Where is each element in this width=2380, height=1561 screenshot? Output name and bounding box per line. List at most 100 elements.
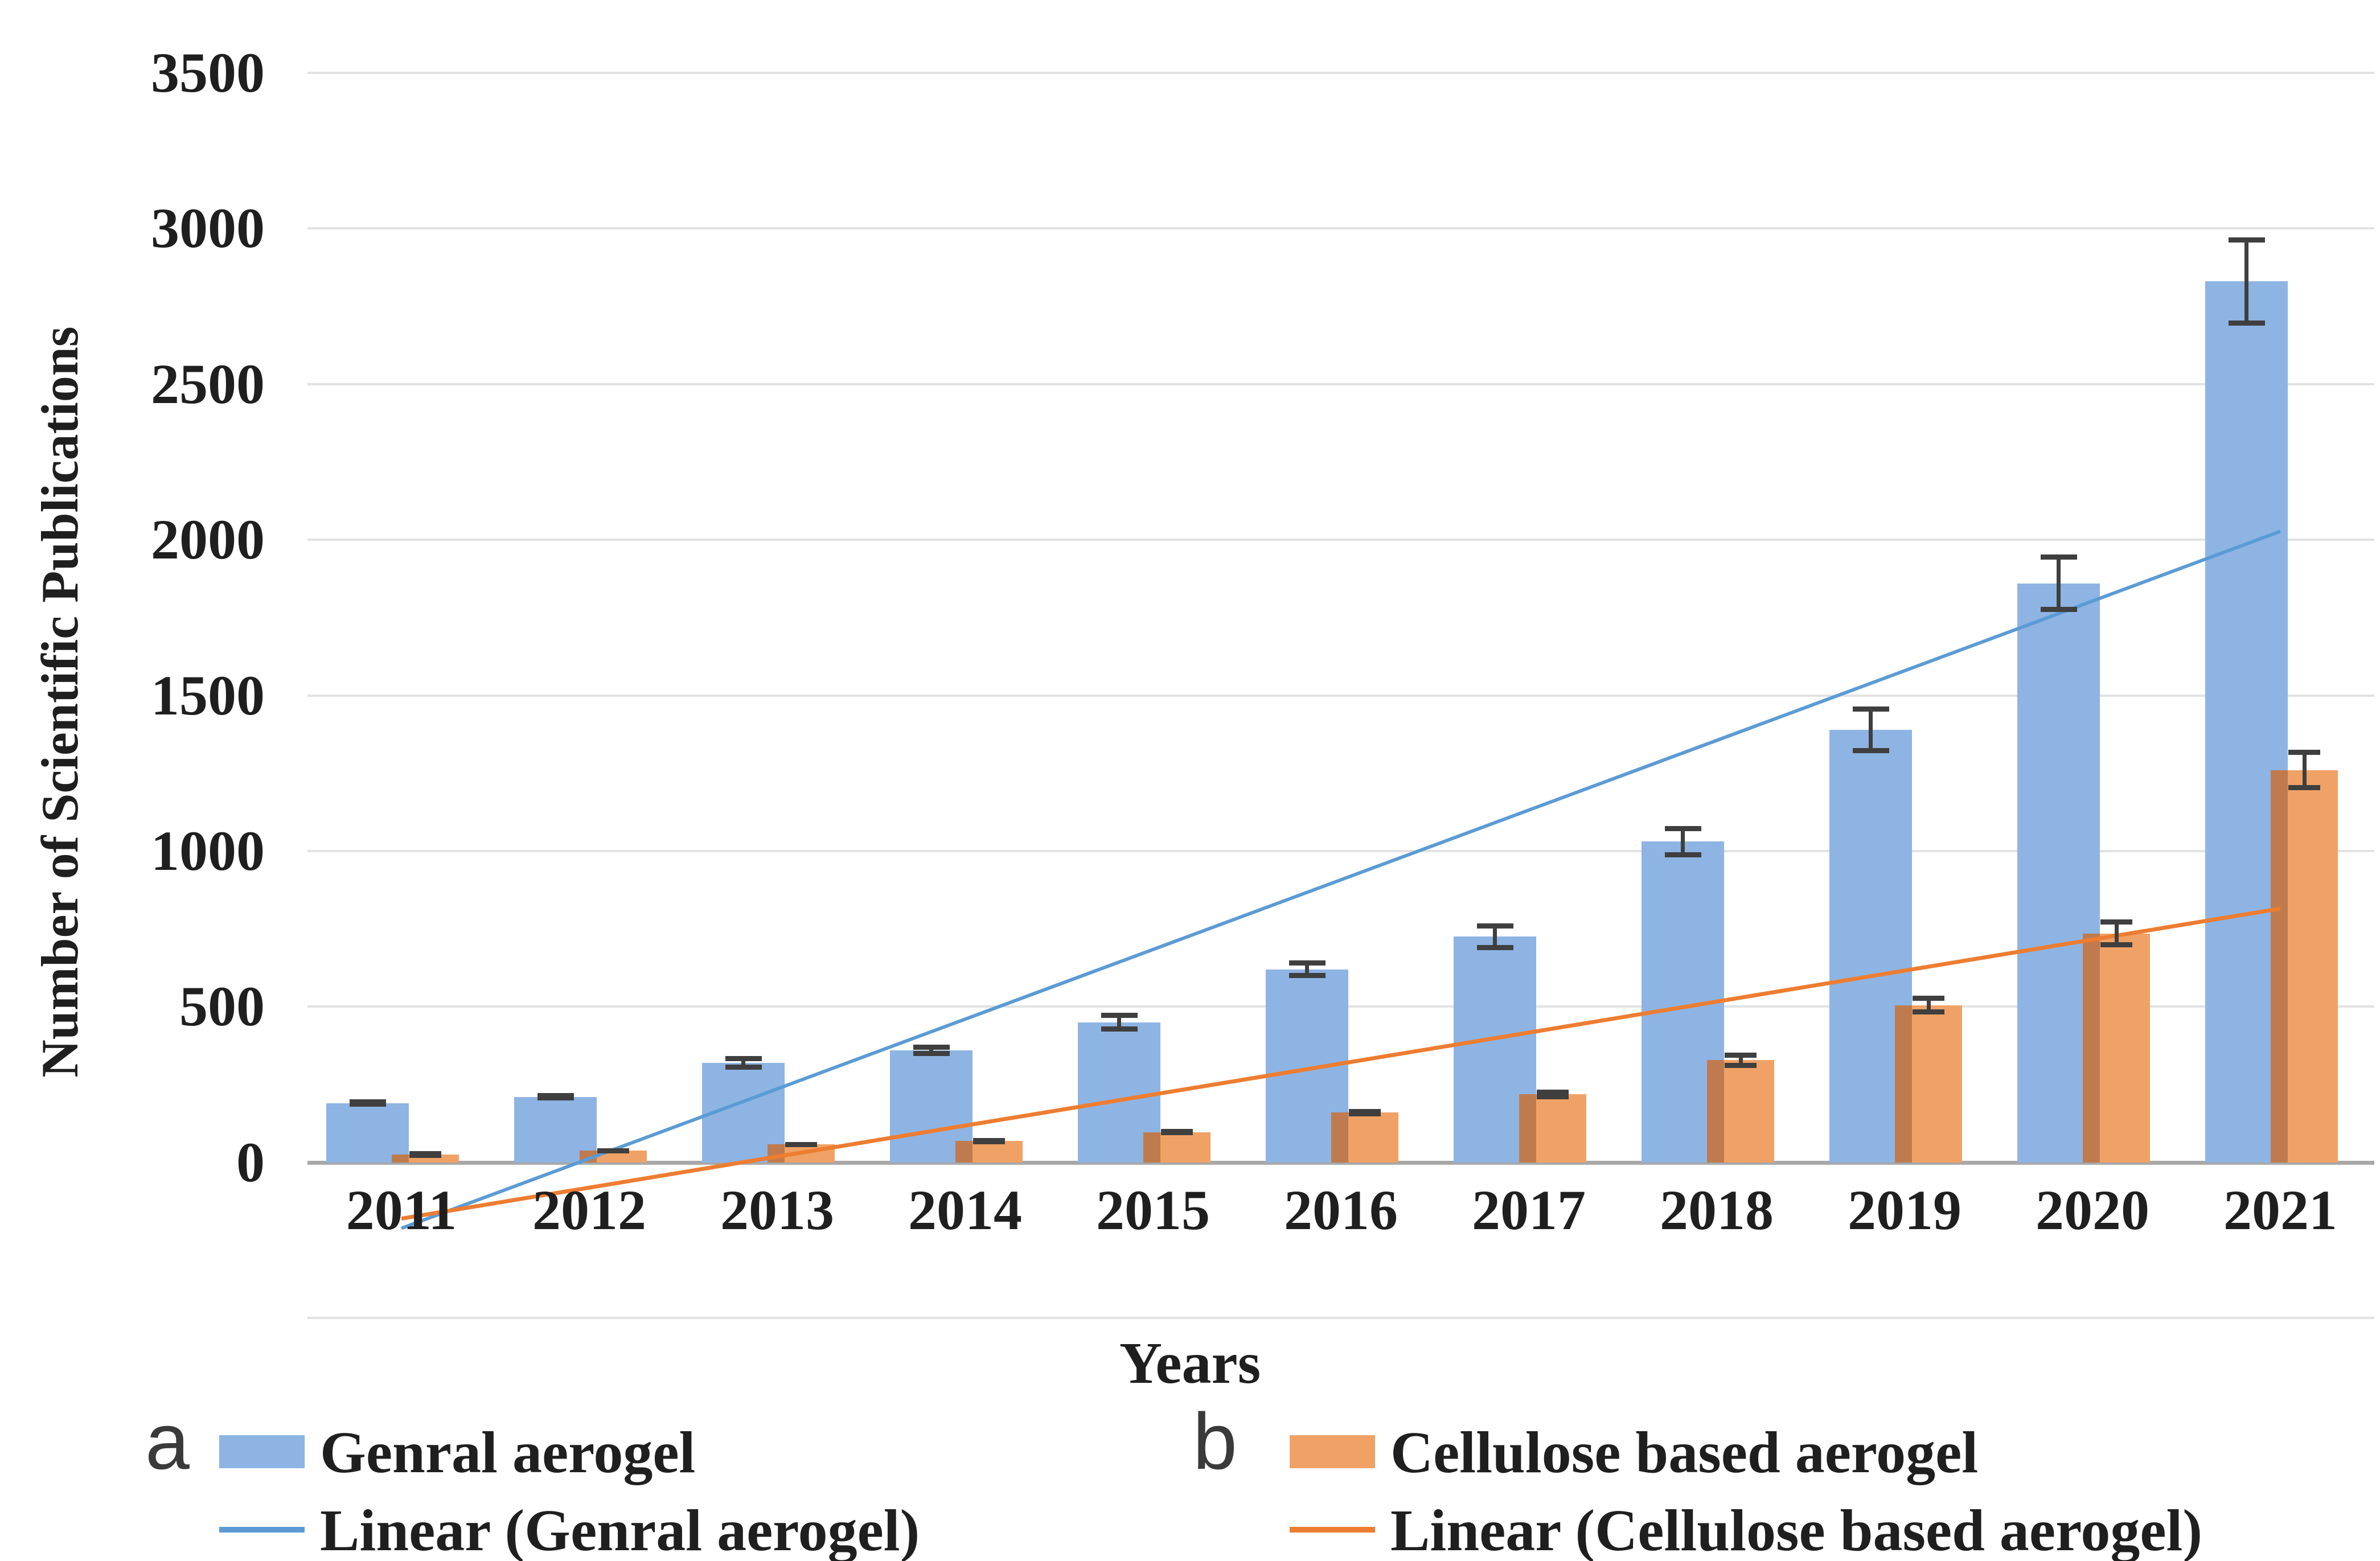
error-bar-cellulose-2014: [973, 1137, 1005, 1144]
error-bar-cellulose-2021-part: [2288, 750, 2320, 755]
error-bar-cellulose-2020-part: [2114, 919, 2119, 948]
y-tick-label-0: 0: [236, 1130, 265, 1194]
error-bar-cellulose-2017: [1537, 1090, 1569, 1099]
error-bar-general-2015: [1101, 1013, 1138, 1032]
error-bar-cellulose-2019-part: [1913, 1009, 1944, 1014]
error-bar-general-2017-part: [1476, 923, 1513, 929]
y-tick-label-2000: 2000: [151, 508, 265, 572]
bar-cellulose-2021: [2271, 770, 2338, 1162]
error-bar-cellulose-2019-part: [1913, 996, 1944, 1001]
gridline-1000: [307, 849, 2374, 852]
legend-line-swatch-linear-general-icon: [219, 1527, 305, 1533]
x-axis-title: Years: [1119, 1330, 1261, 1396]
gridline-3000: [307, 227, 2374, 230]
error-bar-general-2015-part: [1101, 1013, 1138, 1018]
bar-cellulose-2018: [1707, 1060, 1774, 1162]
legend-line-swatch-linear-cellulose-icon: [1290, 1527, 1375, 1533]
error-bar-cellulose-2013-part: [785, 1141, 817, 1147]
bar-cellulose-2016: [1331, 1112, 1398, 1162]
error-bar-general-2020-part: [2040, 554, 2077, 560]
error-bar-general-2019-part: [1852, 747, 1889, 753]
error-bar-general-2021-part: [2228, 237, 2265, 243]
error-bar-cellulose-2011-part: [409, 1151, 441, 1156]
error-bar-general-2013-part: [725, 1064, 762, 1070]
error-bar-general-2021-part: [2244, 237, 2248, 326]
error-bar-general-2014-part: [913, 1050, 950, 1056]
error-bar-general-2019-part: [1852, 706, 1889, 712]
x-tick-label-2012: 2012: [532, 1178, 646, 1242]
legend-label-cellulose-aerogel: Cellulose based aerogel: [1390, 1420, 1979, 1485]
bar-cellulose-2020: [2083, 933, 2150, 1162]
bar-cellulose-2012: [580, 1151, 647, 1162]
error-bar-general-2017-part: [1476, 944, 1513, 950]
bar-cellulose-2019: [1895, 1005, 1962, 1162]
error-bar-cellulose-2020-part: [2100, 919, 2132, 925]
error-bar-general-2012-part: [537, 1095, 574, 1101]
y-tick-label-2500: 2500: [151, 352, 265, 416]
gridline--500: [307, 1317, 2374, 1319]
gridline-2500: [307, 383, 2374, 385]
bar-general-2011: [326, 1103, 409, 1162]
error-bar-general-2013-part: [725, 1055, 762, 1061]
error-bar-general-2011: [349, 1099, 386, 1107]
error-bar-cellulose-2021-part: [2302, 750, 2307, 791]
error-bar-general-2013: [725, 1055, 762, 1070]
error-bar-general-2021-part: [2228, 320, 2265, 326]
error-bar-cellulose-2011: [409, 1151, 441, 1159]
error-bar-cellulose-2017-part: [1537, 1090, 1569, 1095]
x-tick-label-2015: 2015: [1096, 1178, 1210, 1242]
error-bar-general-2017-part: [1493, 923, 1497, 950]
error-bar-cellulose-2014-part: [973, 1139, 1005, 1144]
bar-cellulose-2015: [1143, 1132, 1210, 1162]
error-bar-cellulose-2015-part: [1161, 1130, 1193, 1136]
gridline-2000: [307, 539, 2374, 541]
trendline-general: [400, 529, 2281, 1230]
error-bar-cellulose-2021: [2288, 750, 2320, 791]
error-bar-cellulose-2016: [1349, 1108, 1381, 1116]
panel-label-a: a: [145, 1396, 190, 1486]
x-tick-label-2018: 2018: [1660, 1178, 1774, 1242]
error-bar-general-2018-part: [1681, 826, 1685, 857]
error-bar-general-2013-part: [741, 1055, 745, 1070]
legend-label-general-aerogel: Genral aerogel: [320, 1420, 696, 1485]
error-bar-cellulose-2012: [597, 1148, 629, 1154]
error-bar-cellulose-2012-part: [597, 1148, 629, 1153]
legend-label-linear-general: Linear (Genral aerogel): [320, 1498, 920, 1561]
bar-cellulose-2014: [955, 1141, 1023, 1162]
error-bar-cellulose-2021-part: [2288, 785, 2320, 791]
error-bar-general-2018-part: [1664, 852, 1701, 857]
error-bar-general-2012: [537, 1093, 574, 1101]
error-bar-general-2017: [1476, 923, 1513, 950]
error-bar-cellulose-2015: [1161, 1129, 1193, 1136]
bar-cellulose-2011: [392, 1154, 459, 1162]
error-bar-general-2015-part: [1101, 1026, 1138, 1032]
error-bar-general-2011-part: [349, 1102, 386, 1107]
x-tick-label-2013: 2013: [720, 1178, 834, 1242]
bar-cellulose-2017: [1519, 1094, 1586, 1162]
x-tick-label-2014: 2014: [908, 1178, 1022, 1242]
error-bar-cellulose-2018-part: [1725, 1062, 1757, 1068]
error-bar-general-2016-part: [1289, 972, 1326, 978]
x-tick-label-2016: 2016: [1284, 1178, 1398, 1242]
x-tick-label-2017: 2017: [1472, 1178, 1586, 1242]
legend-label-linear-cellulose: Linear (Cellulose based aerogel): [1390, 1498, 2203, 1561]
x-tick-label-2021: 2021: [2223, 1178, 2337, 1242]
error-bar-general-2020-part: [2057, 554, 2061, 612]
error-bar-cellulose-2020-part: [2100, 942, 2132, 948]
x-tick-label-2011: 2011: [346, 1178, 457, 1242]
y-tick-label-1500: 1500: [151, 663, 265, 727]
error-bar-cellulose-2019: [1913, 996, 1944, 1014]
error-bar-cellulose-2018-part: [1725, 1052, 1757, 1058]
error-bar-cellulose-2017-part: [1537, 1094, 1569, 1099]
error-bar-general-2014-part: [913, 1044, 950, 1050]
error-bar-cellulose-2013: [785, 1141, 817, 1148]
error-bar-general-2014: [913, 1044, 950, 1056]
x-tick-label-2020: 2020: [2036, 1178, 2149, 1242]
gridline-3500: [307, 72, 2374, 74]
error-bar-general-2019: [1852, 706, 1889, 753]
error-bar-general-2020-part: [2040, 606, 2077, 612]
error-bar-general-2018: [1664, 826, 1701, 857]
error-bar-general-2019-part: [1869, 706, 1873, 753]
error-bar-general-2016: [1289, 960, 1326, 978]
